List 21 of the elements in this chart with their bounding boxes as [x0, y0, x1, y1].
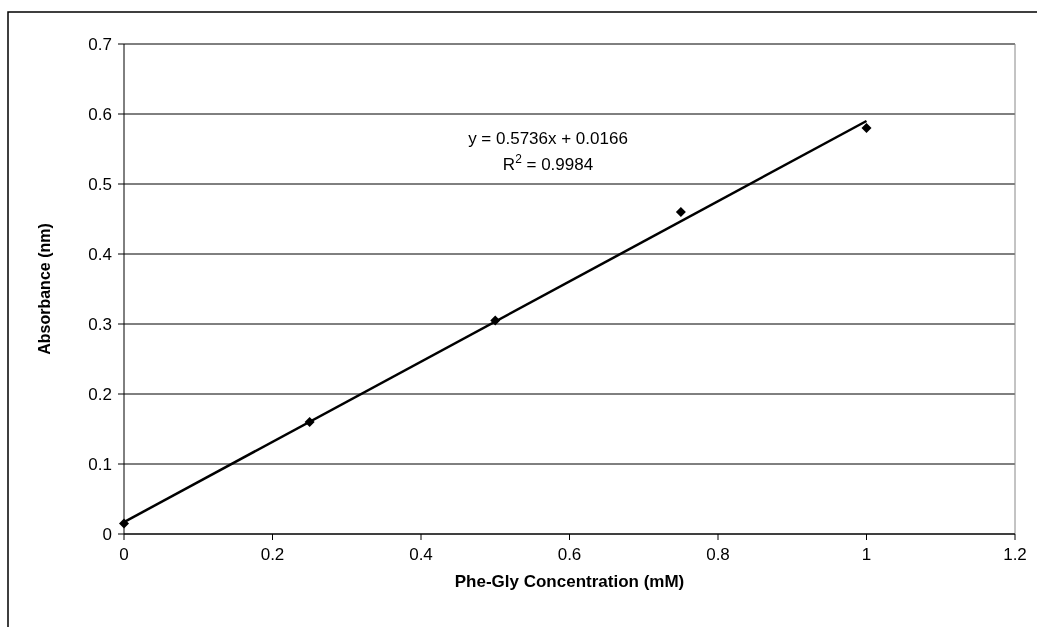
annotation: R$^{2}$ = 0.9984 [502, 152, 594, 174]
x-tick-label: 0.4 [409, 545, 433, 564]
y-tick-label: 0.1 [88, 454, 112, 474]
x-tick-label: 0.2 [260, 545, 285, 564]
x-tick-label: 1 [861, 545, 872, 564]
y-tick-label: 0 [102, 524, 112, 544]
annotation: y = 0.5736x + 0.0166 [468, 129, 628, 148]
point [675, 207, 686, 217]
y-axis-title: Absorbance (nm) [36, 223, 53, 355]
y-tick-label: 0.2 [88, 384, 112, 404]
y-tick-label: 0.7 [88, 34, 112, 54]
y-tick-label: 0.4 [88, 244, 112, 264]
x-tick-label: 0.6 [557, 545, 582, 564]
point [861, 123, 872, 133]
y-tick-label: 0.6 [88, 104, 112, 124]
x-tick-label: 0 [119, 545, 129, 564]
x-tick-label: 1.2 [1003, 545, 1027, 564]
y-tick-label: 0.3 [88, 314, 112, 334]
x-tick-label: 0.8 [706, 545, 730, 564]
x-axis-title: Phe-Gly Concentration (mM) [454, 572, 685, 591]
y-tick-label: 0.5 [88, 174, 112, 194]
